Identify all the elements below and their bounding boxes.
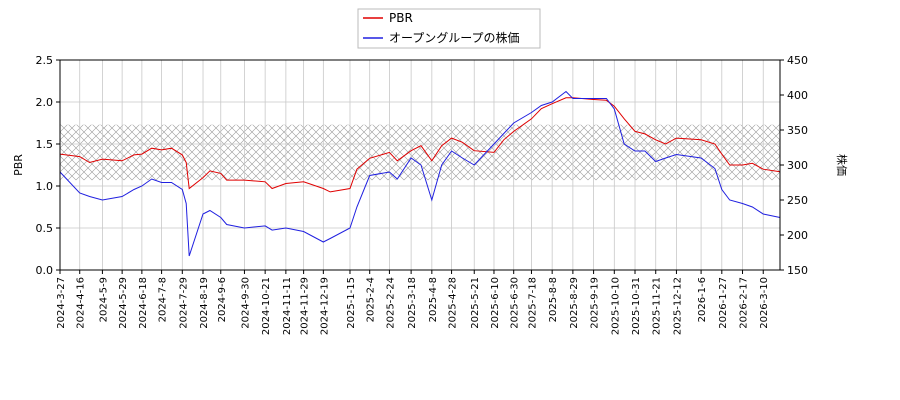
plot-frame (59, 59, 781, 271)
x-tick-label: 2024-11-11 (282, 277, 293, 335)
x-tick-label: 2025-8-29 (569, 277, 580, 329)
y-axis-label: PBR (12, 154, 25, 176)
x-tick-label: 2024-11-29 (300, 277, 311, 335)
x-tick-label: 2024-8-19 (199, 277, 210, 329)
x-tick-label: 2025-2-4 (366, 277, 377, 322)
y-tick-label: 0.0 (36, 264, 54, 277)
x-tick-label: 2026-3-10 (759, 277, 770, 329)
x-tick-label: 2025-7-18 (527, 277, 538, 329)
x-tick-label: 2025-12-12 (672, 277, 683, 335)
x-tick-label: 2025-3-18 (407, 277, 418, 329)
x-tick-label: 2025-6-30 (510, 277, 521, 329)
x-tick-label: 2025-2-24 (385, 277, 396, 329)
x-tick-label: 2025-1-15 (346, 277, 357, 329)
x-tick-label: 2025-10-10 (610, 277, 621, 335)
x-tick-label: 2024-4-16 (76, 277, 87, 329)
x-tick-label: 2026-1-6 (697, 277, 708, 322)
legend-label: オープングループの株価 (389, 30, 520, 45)
x-tick-label: 2024-7-8 (158, 277, 169, 322)
x-tick-label: 2025-4-8 (428, 277, 439, 322)
y2-tick-label: 200 (787, 229, 808, 242)
x-tick-label: 2025-4-28 (448, 277, 459, 329)
x-tick-label: 2024-10-21 (261, 277, 272, 335)
y-tick-label: 2.0 (36, 96, 54, 109)
legend: PBR オープングループの株価 (357, 8, 541, 49)
x-tick-label: 2024-7-29 (178, 277, 189, 329)
x-tick-label: 2024-9-30 (240, 277, 251, 329)
x-tick-label: 2025-8-8 (548, 277, 559, 322)
x-tick-label: 2025-10-31 (631, 277, 642, 335)
x-tick-label: 2026-2-17 (739, 277, 750, 329)
x-tick-label: 2024-5-9 (98, 277, 109, 322)
y2-tick-label: 350 (787, 124, 808, 137)
x-tick-label: 2024-5-29 (118, 277, 129, 329)
x-tick-label: 2025-6-10 (490, 277, 501, 329)
y2-tick-label: 250 (787, 194, 808, 207)
x-tick-label: 2024-6-18 (138, 277, 149, 329)
legend-box (357, 8, 541, 49)
y2-tick-label: 300 (787, 159, 808, 172)
data-line (59, 97, 781, 193)
y2-tick-label: 450 (787, 54, 808, 67)
x-tick-label: 2024-3-27 (56, 277, 67, 329)
y-tick-label: 1.0 (36, 180, 54, 193)
shaded-range (60, 124, 780, 181)
y-tick-label: 2.5 (36, 54, 54, 67)
y2-axis-label: 株価 (835, 154, 849, 176)
y2-tick-label: 400 (787, 89, 808, 102)
data-line (59, 90, 781, 257)
y2-tick-label: 150 (787, 264, 808, 277)
x-tick-label: 2026-1-27 (718, 277, 729, 329)
x-tick-label: 2024-9-6 (217, 277, 228, 322)
y-tick-label: 0.5 (36, 222, 54, 235)
legend-label: PBR (389, 11, 413, 25)
x-tick-label: 2025-5-21 (470, 277, 481, 329)
x-tick-label: 2025-11-21 (652, 277, 663, 335)
x-tick-label: 2025-9-19 (590, 277, 601, 329)
x-tick-label: 2024-12-19 (319, 277, 330, 335)
y-tick-label: 1.5 (36, 138, 54, 151)
